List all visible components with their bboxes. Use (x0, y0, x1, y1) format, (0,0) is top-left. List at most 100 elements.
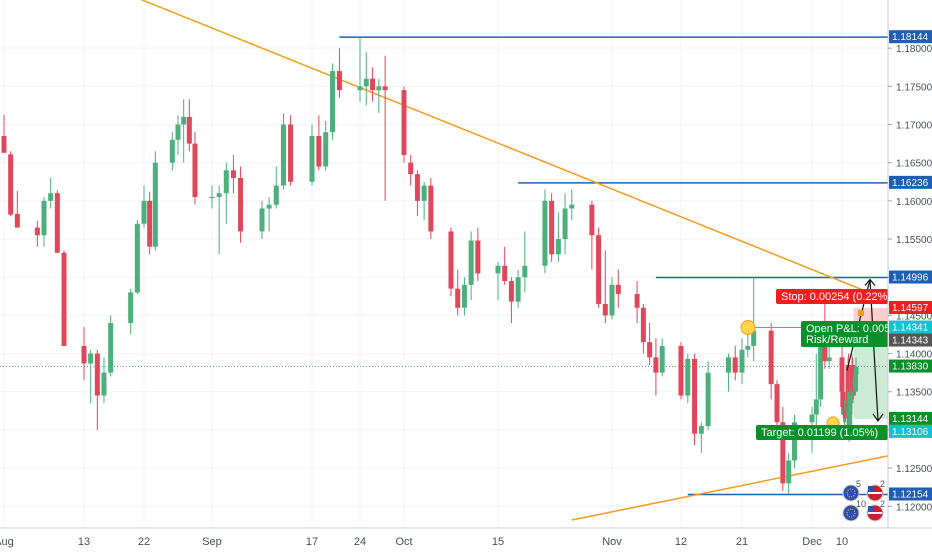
price-label[interactable]: 1.14343 (889, 333, 932, 347)
entry-handle[interactable] (740, 320, 756, 336)
price-tick-label: 1.16000 (896, 197, 932, 208)
candle (34, 220, 40, 247)
price-label[interactable]: 1.16236 (889, 175, 932, 189)
candle-body (94, 353, 100, 396)
candle (589, 200, 595, 270)
candle-body (209, 197, 215, 199)
candle-body (259, 208, 265, 232)
target-label[interactable]: Target: 0.01199 (1.05%) (756, 425, 888, 440)
candle (316, 115, 322, 171)
candle (508, 277, 514, 324)
candle-body (134, 223, 140, 293)
candle (238, 166, 244, 243)
candle (647, 323, 653, 366)
candle (774, 380, 780, 430)
candle (175, 115, 181, 156)
candle-body (515, 277, 521, 302)
candle-body (705, 372, 711, 427)
candle (698, 422, 704, 453)
event-marker[interactable]: 5 (842, 479, 861, 502)
candle-body (128, 292, 134, 324)
candle-body (786, 460, 792, 484)
candle (88, 349, 94, 404)
candle (266, 197, 272, 232)
candle (745, 334, 751, 358)
candle-body (61, 252, 67, 346)
candle-body (562, 208, 568, 240)
trend-line[interactable] (571, 455, 889, 521)
candle-body (363, 78, 369, 87)
risk-reward-label-text: Risk/Reward (806, 334, 868, 346)
candle (8, 151, 14, 217)
candle (495, 261, 501, 301)
candle (421, 181, 427, 220)
candle (141, 185, 147, 228)
time-tick-label: Oct (395, 536, 412, 548)
candle-body (508, 281, 514, 302)
price-label[interactable]: 1.14996 (889, 270, 932, 284)
candle (209, 185, 215, 209)
candle-body (792, 422, 797, 461)
candle (41, 197, 47, 247)
price-label-text: 1.14597 (892, 303, 929, 314)
pnl-label[interactable]: Open P&L: 0.005 (801, 321, 890, 336)
candle-body (685, 358, 691, 396)
candle (230, 155, 236, 194)
trend-lines[interactable] (0, 0, 889, 521)
candle (634, 281, 640, 324)
candle (382, 55, 388, 201)
price-label[interactable]: 1.13830 (889, 359, 932, 373)
candle (813, 353, 819, 430)
event-marker[interactable]: 2 (866, 499, 885, 522)
price-label-bg (889, 333, 932, 347)
time-tick-label: 21 (736, 536, 748, 548)
candle-body (316, 135, 322, 167)
price-label-text: 1.14996 (892, 273, 929, 284)
time-tick-label: 15 (492, 536, 504, 548)
price-label[interactable]: 1.14341 (889, 320, 932, 334)
candle-body (288, 124, 294, 182)
candle-body (88, 353, 94, 364)
event-marker[interactable]: 2 (866, 479, 885, 502)
flag-canton (868, 506, 874, 512)
position-overlay[interactable]: Stop: 0.00254 (0.22% Open P&L: 0.005Risk/… (740, 278, 890, 440)
price-tick-label: 1.15500 (896, 235, 932, 246)
candle (101, 357, 107, 404)
price-label[interactable]: 1.13144 (889, 411, 932, 425)
arrow-up-icon (864, 278, 876, 286)
candle-body (428, 185, 434, 232)
price-label[interactable]: 1.12154 (889, 487, 932, 501)
candle (152, 151, 158, 251)
stop-label[interactable]: Stop: 0.00254 (0.22% (776, 289, 888, 304)
candle (414, 170, 420, 217)
horizontal-levels[interactable] (0, 36, 888, 496)
flag-stripe (868, 492, 882, 494)
price-label-bg (889, 300, 932, 314)
risk-reward-label-bg (801, 333, 888, 347)
price-label[interactable]: 1.13106 (889, 424, 932, 438)
economic-events[interactable]: 5 2 10 2 (842, 479, 885, 522)
candle (659, 338, 665, 377)
candle (542, 189, 548, 274)
candle-body (692, 358, 698, 434)
risk-reward-label[interactable]: Risk/Reward (801, 333, 888, 347)
event-marker[interactable]: 10 (842, 499, 866, 522)
candle (768, 323, 774, 400)
candle-body (238, 177, 244, 232)
candle-body (725, 357, 731, 373)
candle (363, 51, 369, 106)
candle-body (8, 154, 14, 215)
flag-stripe (868, 512, 882, 514)
target-label-text: Target: 0.01199 (1.05%) (761, 427, 878, 439)
price-label[interactable]: 1.18144 (889, 30, 932, 44)
price-tick-label: 1.13500 (896, 388, 932, 399)
candle-body (382, 86, 388, 91)
candle-body (732, 357, 738, 373)
price-label-bg (889, 487, 932, 501)
candle (81, 326, 87, 381)
trend-line[interactable] (0, 0, 889, 301)
price-label[interactable]: 1.14597 (889, 300, 932, 314)
stop-handle[interactable] (858, 309, 864, 316)
